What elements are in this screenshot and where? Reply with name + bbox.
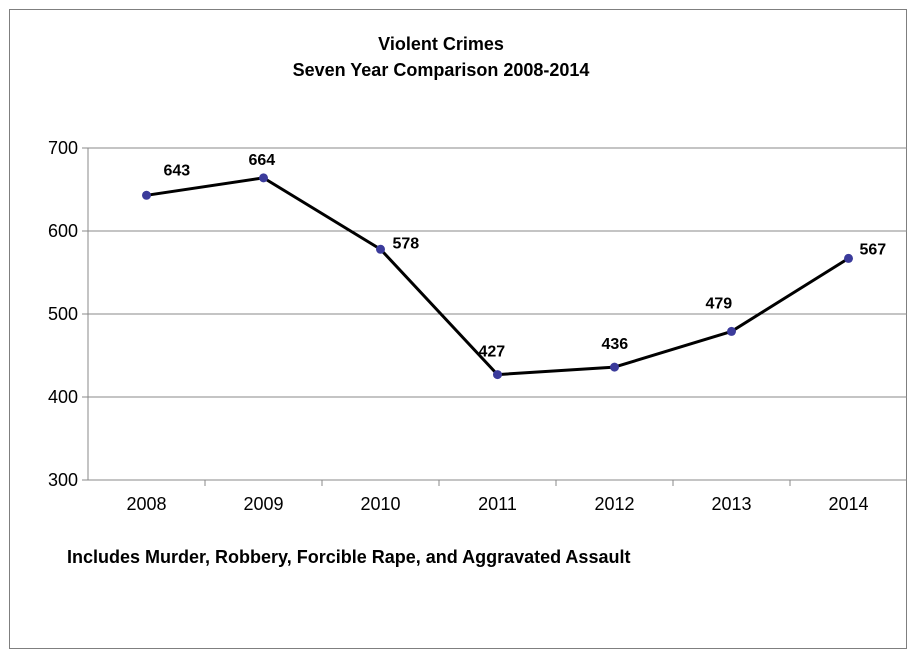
data-point-2010 xyxy=(376,244,385,254)
y-tick-label-300: 300 xyxy=(48,470,78,490)
data-label-2011: 427 xyxy=(479,344,506,361)
data-point-2013 xyxy=(727,326,736,336)
x-tick-label-2013: 2013 xyxy=(711,494,751,514)
data-point-2014 xyxy=(844,253,853,263)
x-tick-label-2014: 2014 xyxy=(828,494,868,514)
x-axis-ticks: 2008 2009 2010 2011 2012 2013 2014 xyxy=(126,480,869,514)
chart-footnote: Includes Murder, Robbery, Forcible Rape,… xyxy=(67,547,630,567)
data-label-2014: 567 xyxy=(860,241,887,258)
chart-frame xyxy=(9,9,907,649)
data-labels: 643 664 578 427 436 479 567 xyxy=(164,152,887,361)
data-label-2009: 664 xyxy=(249,152,276,169)
x-tick-label-2012: 2012 xyxy=(594,494,634,514)
data-point-2008 xyxy=(142,190,151,200)
series-violent-crimes xyxy=(142,173,853,380)
data-label-2008: 643 xyxy=(164,162,191,179)
y-tick-label-500: 500 xyxy=(48,304,78,324)
y-tick-label-700: 700 xyxy=(48,138,78,158)
y-tick-label-600: 600 xyxy=(48,221,78,241)
chart-title: Violent Crimes xyxy=(378,34,504,54)
data-point-2009 xyxy=(259,173,268,183)
data-point-2012 xyxy=(610,362,619,372)
data-label-2012: 436 xyxy=(602,336,629,353)
x-tick-label-2011: 2011 xyxy=(478,494,517,514)
y-tick-label-400: 400 xyxy=(48,387,78,407)
y-axis-ticks: 300 400 500 600 700 xyxy=(48,138,88,490)
data-point-2011 xyxy=(493,370,502,380)
data-label-2013: 479 xyxy=(706,295,733,312)
data-label-2010: 578 xyxy=(393,235,420,252)
x-tick-label-2010: 2010 xyxy=(360,494,400,514)
chart-subtitle: Seven Year Comparison 2008-2014 xyxy=(293,60,590,80)
gridlines xyxy=(88,147,907,398)
x-tick-label-2008: 2008 xyxy=(126,494,166,514)
x-tick-label-2009: 2009 xyxy=(243,494,283,514)
